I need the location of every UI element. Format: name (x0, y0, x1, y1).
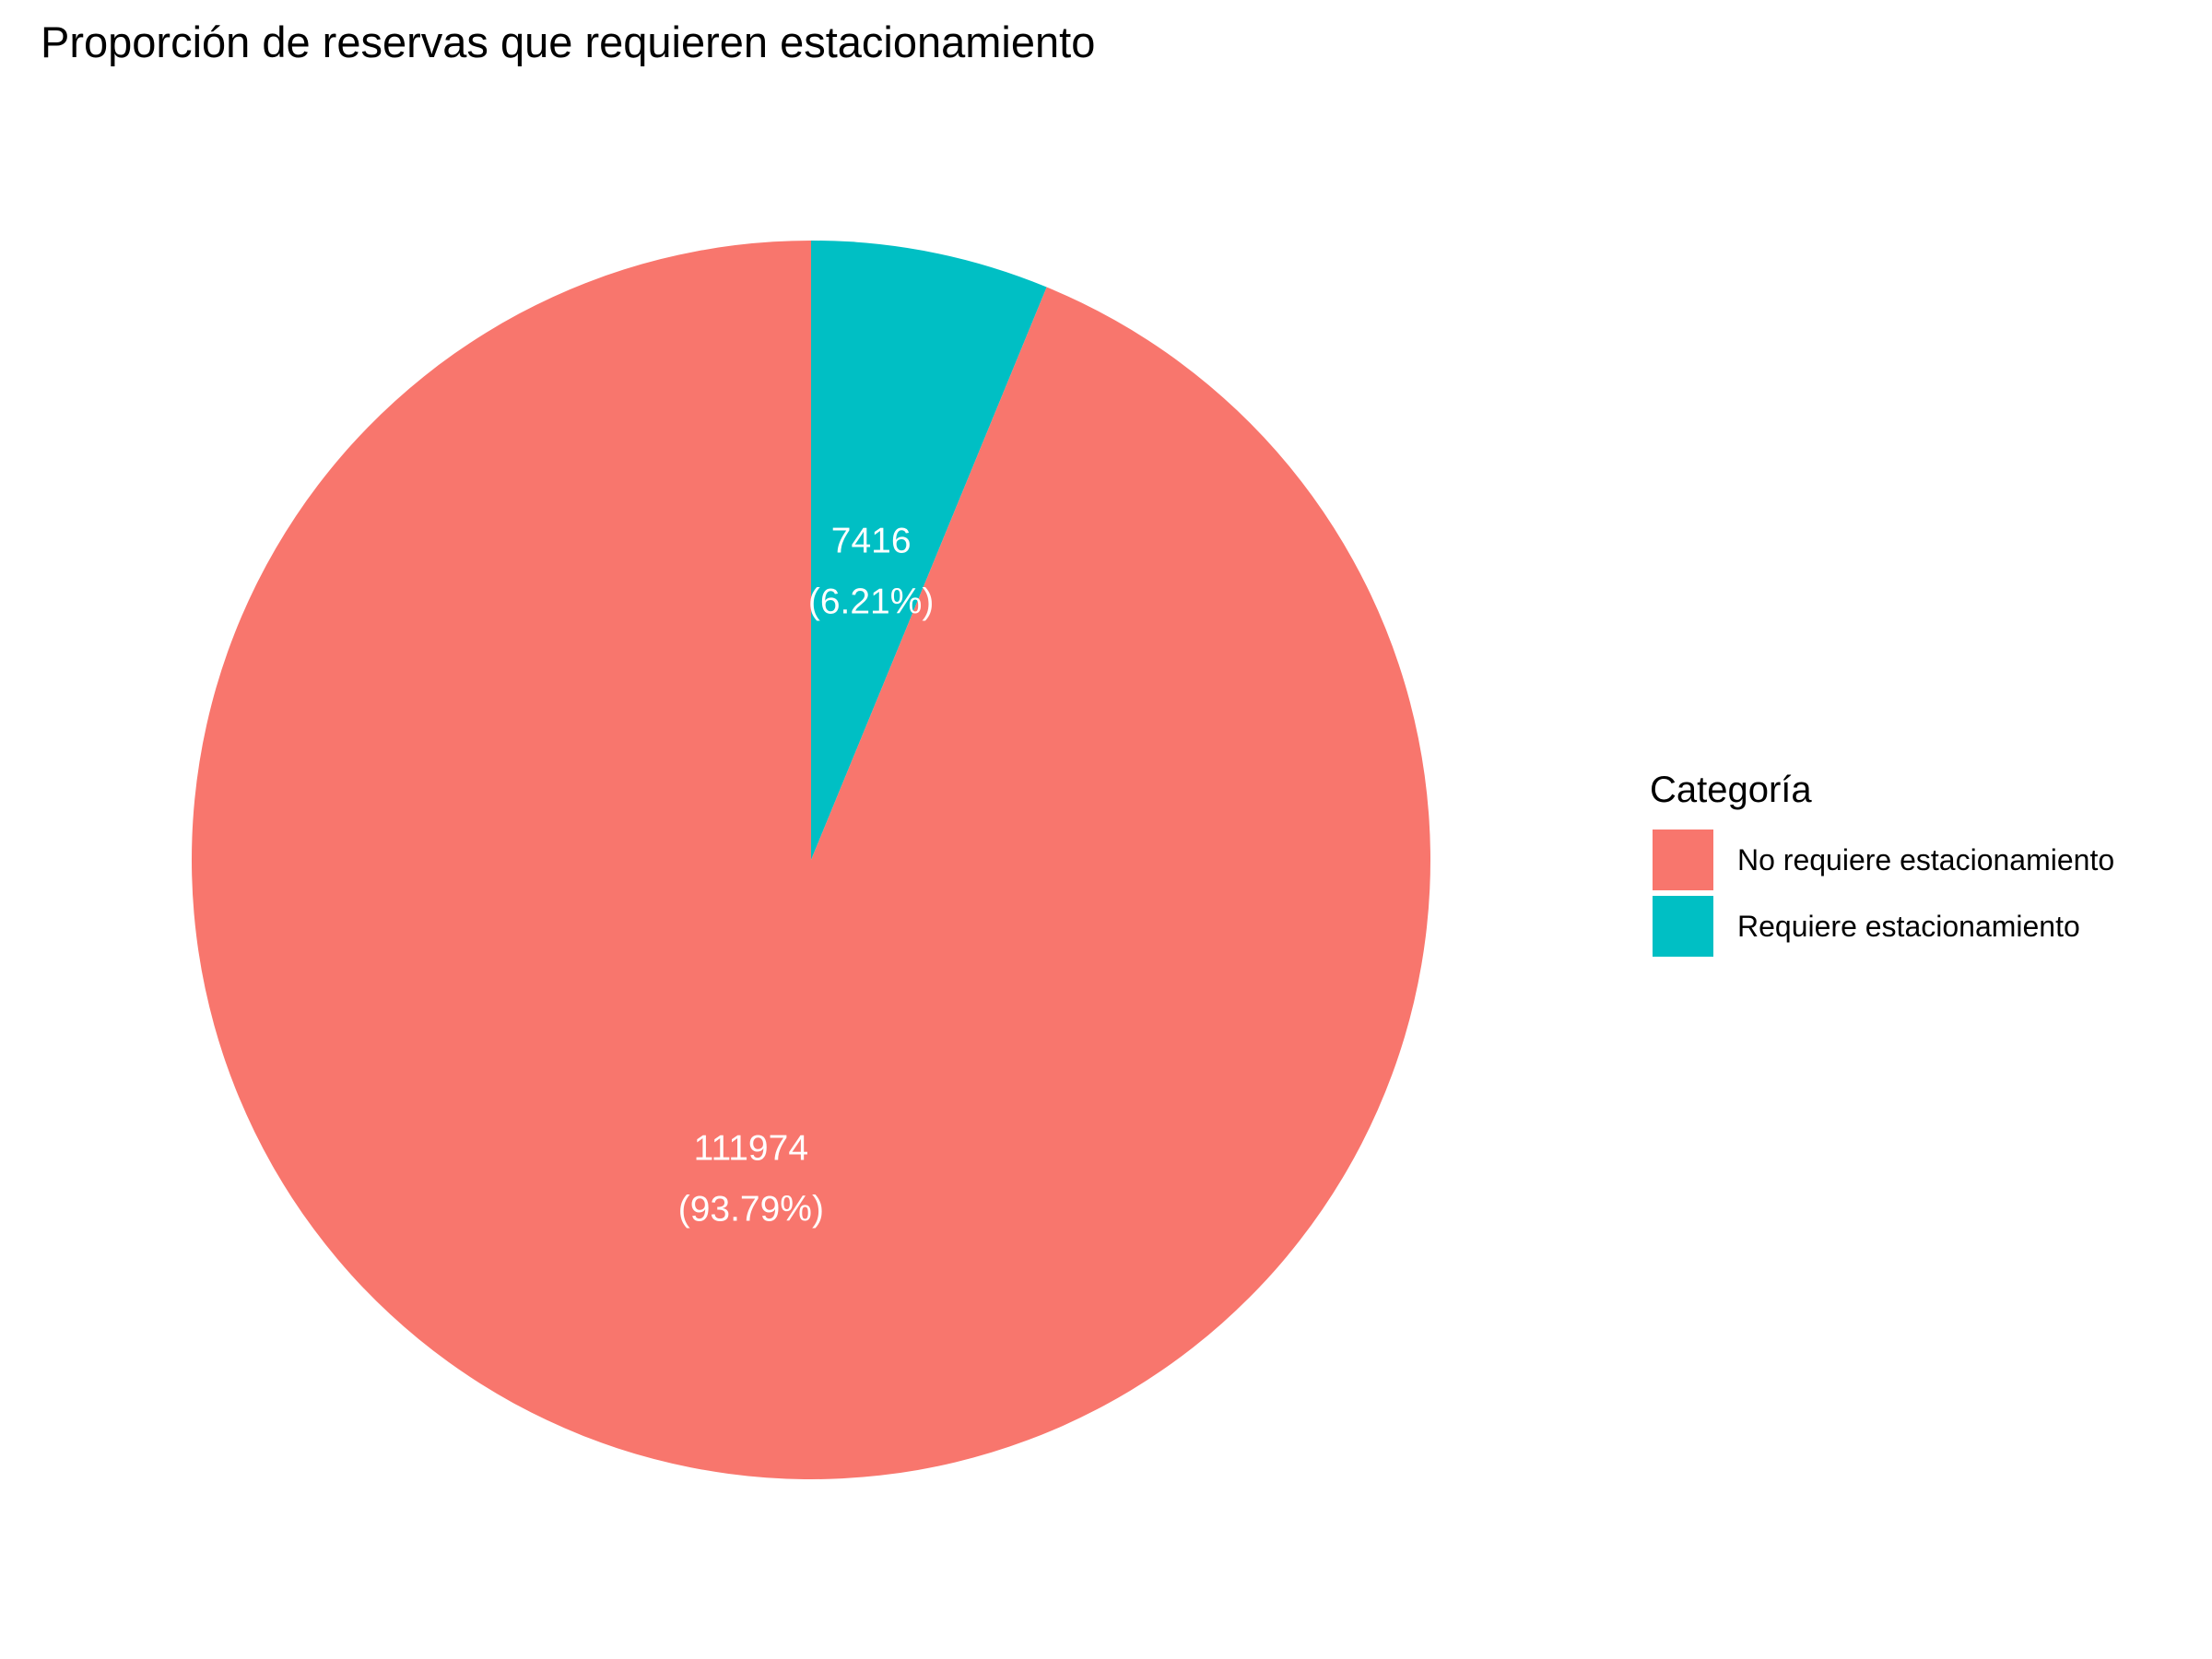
slice-value-label: 7416 (831, 521, 912, 560)
chart-title: Proporción de reservas que requieren est… (41, 18, 1095, 66)
legend-label: Requiere estacionamiento (1737, 910, 2080, 943)
legend-key-no-requiere-estacionamiento (1653, 830, 1713, 890)
pie-slices (191, 241, 1430, 1480)
legend-label: No requiere estacionamiento (1737, 843, 2114, 877)
slice-percent-label: (93.79%) (678, 1190, 824, 1230)
slice-percent-label: (6.21%) (808, 582, 935, 621)
slice-value-label: 111974 (694, 1129, 808, 1169)
legend-key-requiere-estacionamiento (1653, 896, 1713, 957)
pie-slice-requiere-estacionamiento (811, 241, 1047, 860)
legend: Categoría No requiere estacionamiento Req… (1650, 770, 2114, 957)
legend-title: Categoría (1650, 770, 1812, 810)
pie-slice-no-requiere-estacionamiento (191, 241, 1430, 1480)
slice-labels: 7416 (6.21%) 111974 (93.79%) (678, 521, 935, 1229)
